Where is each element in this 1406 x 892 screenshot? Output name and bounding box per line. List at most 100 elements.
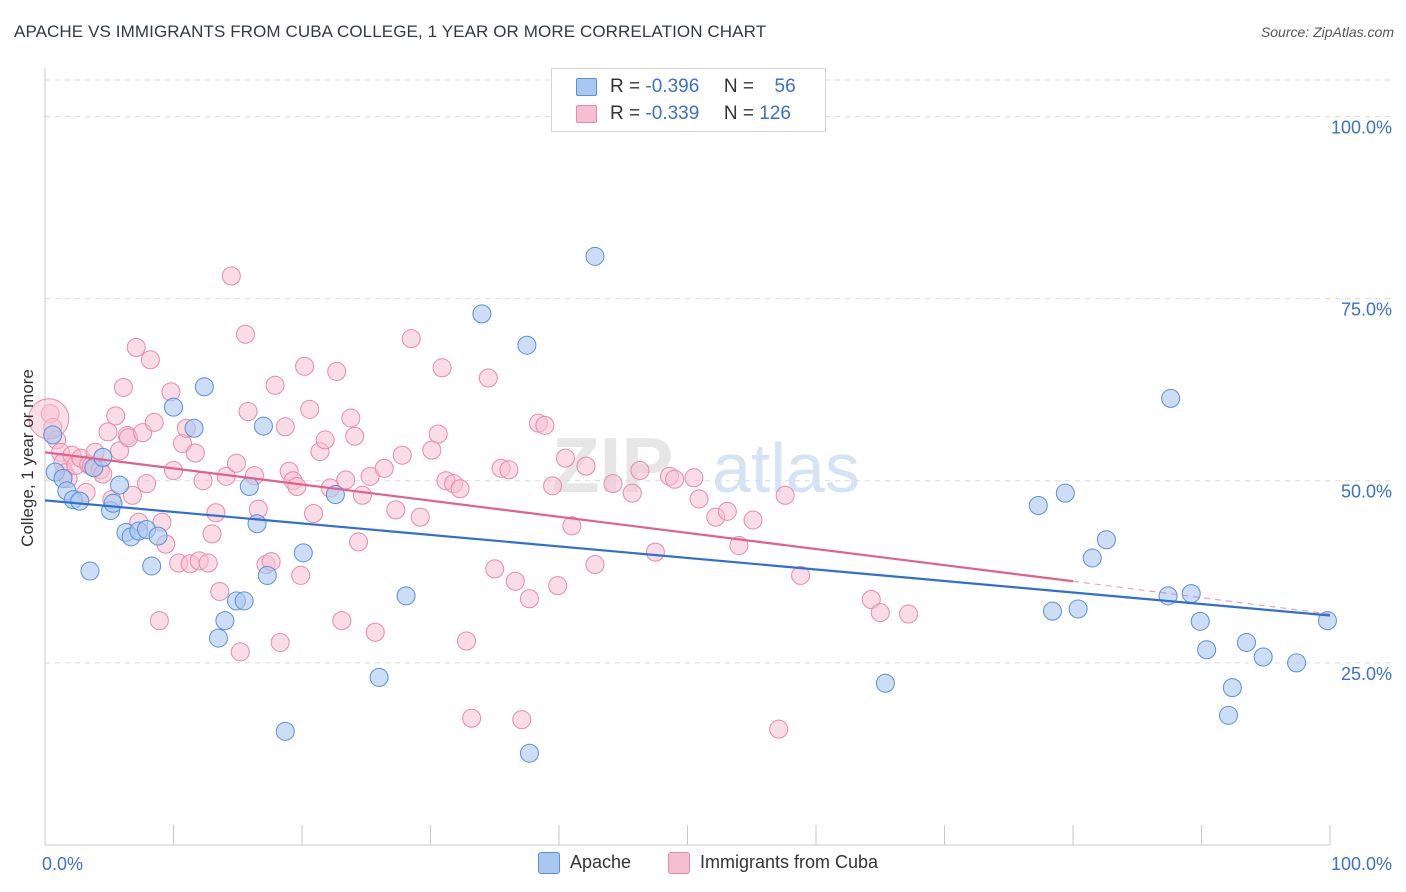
legend-n-label-apache: N = [723,76,754,97]
cuba-point [210,581,230,601]
apache-point [1253,647,1273,667]
cuba-point [791,565,811,585]
cuba-point [238,402,258,421]
cuba-point [743,510,763,530]
cuba-point [562,516,582,536]
legend-r-label-cuba: R = [610,103,641,124]
cuba-point [202,524,222,544]
apache-point [1068,599,1088,619]
cuba-point [392,445,412,465]
cuba-point [345,426,365,446]
apache-point [148,526,168,546]
cuba-point [861,589,881,609]
legend-box: R = -0.396 N = 56 R = -0.339 N = 126 [551,68,826,132]
cuba-point [164,461,183,481]
cuba-point [304,504,324,523]
cuba-point [428,424,448,444]
cuba-point [352,485,372,505]
apache-point [239,477,259,497]
apache-point [517,335,537,355]
cuba-point [401,329,421,349]
cuba-points [28,266,919,739]
cuba-point [291,565,311,585]
cuba-point [899,604,919,624]
apache-point [1236,632,1256,652]
cuba-point [300,399,320,419]
cuba-point [113,377,133,397]
cuba-point [422,440,442,460]
apache-point [142,556,162,576]
x-tick-label-start: 0.0% [42,854,83,874]
cuba-point [98,422,118,442]
cuba-point [622,483,642,503]
apache-point [275,721,295,741]
cuba-point [275,417,295,437]
apache-point [1096,530,1116,550]
apache-point [1055,483,1075,503]
cuba-point [235,324,255,344]
cuba-point [543,476,563,496]
cuba-trend-line [44,451,1074,583]
apache-point [875,673,895,693]
apache-point [103,493,123,513]
cuba-point [630,461,650,481]
chart-title: APACHE VS IMMIGRANTS FROM CUBA COLLEGE, … [14,22,767,41]
apache-point [1161,388,1181,408]
cuba-point [519,589,539,609]
apache-point [247,514,267,534]
bottom-legend-swatch-apache [538,852,560,874]
cuba-point [140,350,160,370]
cuba-point [505,571,525,591]
cuba-point [265,375,285,395]
apache-point [1222,678,1242,698]
apache-trend-line [44,499,1331,617]
cuba-point [137,474,157,494]
cuba-point [206,503,226,523]
cuba-point [717,501,737,521]
y-tick-label: 100.0% [1331,117,1392,137]
cuba-point [386,500,406,520]
cuba-point [315,430,335,450]
apache-point [1082,548,1102,568]
cuba-point [110,441,130,461]
axes [44,68,1331,846]
cuba-point [126,337,146,357]
legend-n-value-apache: 56 [774,76,796,97]
legend-swatch-apache [576,78,597,96]
apache-point [396,586,416,606]
cuba-point [485,559,505,579]
apache-point [208,628,228,648]
cuba-point [684,468,704,488]
y-tick-label: 50.0% [1341,482,1392,502]
apache-point [369,667,389,687]
apache-point [1317,611,1337,631]
apache-point [93,447,113,467]
legend-r-label-apache: R = [610,76,641,97]
cuba-point [665,469,685,489]
apache-point [164,397,183,417]
cuba-point [365,622,385,642]
apache-point [1181,584,1201,604]
legend-n-value-cuba: 126 [759,103,791,124]
legend-n-label-cuba: N = [723,103,754,124]
cuba-point [769,719,789,739]
y-tick-label: 25.0% [1341,664,1392,684]
cuba-point [432,358,452,378]
cuba-point [603,474,623,494]
apache-point [1190,611,1210,631]
source-label: Source: ZipAtlas.com [1260,24,1394,40]
apache-point [519,743,539,763]
apache-point [1287,653,1307,673]
cuba-point [585,555,605,574]
cuba-point [295,356,315,376]
cuba-point [327,361,347,381]
apache-point [1042,601,1062,621]
apache-point [1218,705,1238,725]
apache-point [293,543,313,563]
cuba-point [106,406,126,426]
cuba-point [775,485,795,505]
cuba-point [499,460,519,480]
x-tick-label-end: 100.0% [1331,854,1392,874]
cuba-point [689,489,709,509]
